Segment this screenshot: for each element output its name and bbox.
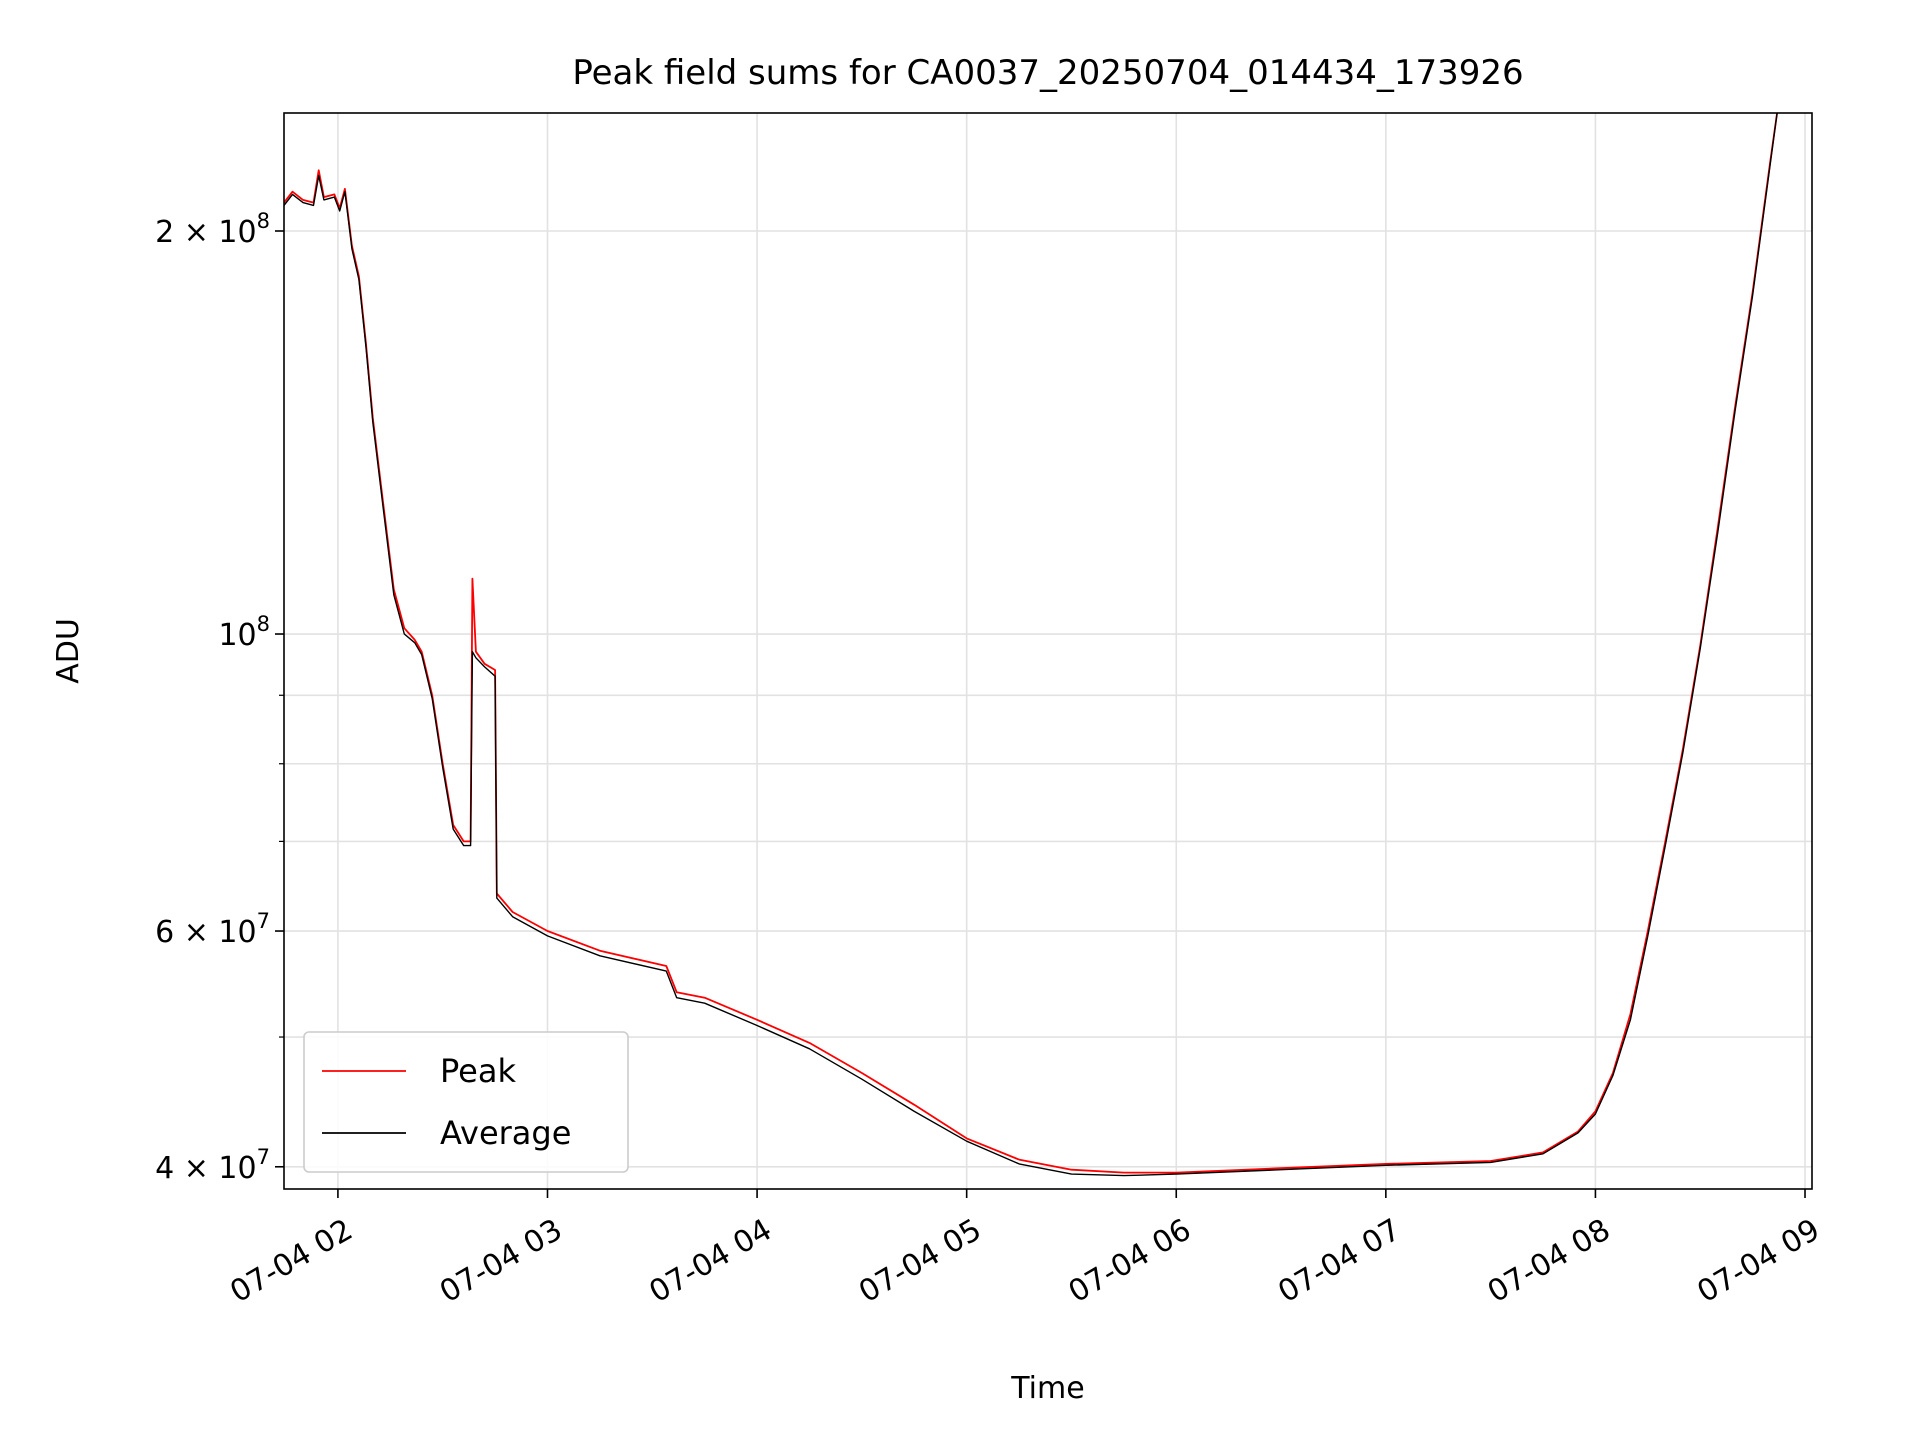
series-layer	[284, 113, 1778, 1177]
plot-frame	[283, 112, 1813, 1190]
legend-box	[303, 1031, 629, 1173]
legend-label-peak: Peak	[440, 1052, 516, 1090]
y-tick-label: 6 × 107	[155, 909, 270, 950]
y-tick-label: 108	[218, 612, 270, 653]
y-tick-label: 2 × 108	[155, 209, 270, 250]
y-tick-label: 4 × 107	[155, 1145, 270, 1186]
chart-title: Peak field sums for CA0037_20250704_0144…	[572, 53, 1523, 93]
y-axis-label: ADU	[51, 618, 86, 684]
legend: Peak Average	[303, 1031, 629, 1173]
series-line-average	[284, 113, 1778, 1177]
series-line-peak	[284, 113, 1778, 1174]
x-axis-label: Time	[1010, 1371, 1084, 1406]
legend-label-average: Average	[440, 1114, 571, 1152]
